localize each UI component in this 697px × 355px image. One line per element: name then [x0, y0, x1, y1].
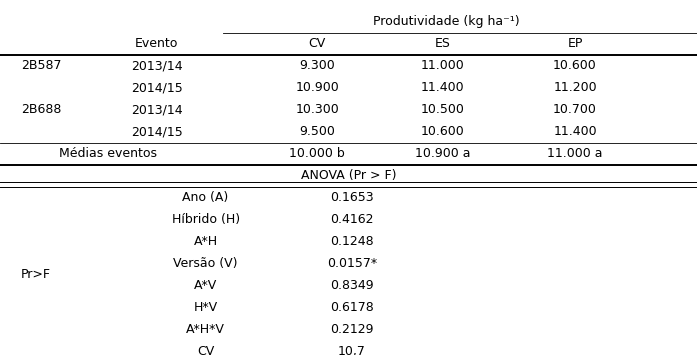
Text: 0.2129: 0.2129	[330, 323, 374, 336]
Text: Médias eventos: Médias eventos	[59, 147, 157, 160]
Text: 2B587: 2B587	[21, 59, 61, 72]
Text: 2014/15: 2014/15	[131, 125, 183, 138]
Text: 10.900: 10.900	[296, 81, 339, 94]
Text: 11.400: 11.400	[553, 125, 597, 138]
Text: 2014/15: 2014/15	[131, 81, 183, 94]
Text: ANOVA (Pr > F): ANOVA (Pr > F)	[300, 169, 397, 182]
Text: Ano (A): Ano (A)	[183, 191, 229, 204]
Text: 11.000 a: 11.000 a	[547, 147, 603, 160]
Text: EP: EP	[567, 37, 583, 50]
Text: Pr>F: Pr>F	[21, 268, 51, 281]
Text: 0.6178: 0.6178	[330, 301, 374, 314]
Text: Evento: Evento	[135, 37, 178, 50]
Text: A*H*V: A*H*V	[186, 323, 225, 336]
Text: H*V: H*V	[194, 301, 217, 314]
Text: 10.700: 10.700	[553, 103, 597, 116]
Text: 0.1653: 0.1653	[330, 191, 374, 204]
Text: 0.1248: 0.1248	[330, 235, 374, 248]
Text: 10,7: 10,7	[338, 345, 366, 355]
Text: 10.900 a: 10.900 a	[415, 147, 470, 160]
Text: A*H: A*H	[194, 235, 217, 248]
Text: CV: CV	[197, 345, 214, 355]
Text: Versão (V): Versão (V)	[174, 257, 238, 270]
Text: 0.4162: 0.4162	[330, 213, 374, 226]
Text: 0.0157*: 0.0157*	[327, 257, 377, 270]
Text: 10.000 b: 10.000 b	[289, 147, 345, 160]
Text: 0.8349: 0.8349	[330, 279, 374, 292]
Text: Produtividade (kg ha⁻¹): Produtividade (kg ha⁻¹)	[373, 15, 519, 28]
Text: CV: CV	[309, 37, 325, 50]
Text: 10.600: 10.600	[421, 125, 464, 138]
Text: Híbrido (H): Híbrido (H)	[171, 213, 240, 226]
Text: A*V: A*V	[194, 279, 217, 292]
Text: 10.500: 10.500	[421, 103, 464, 116]
Text: 9.500: 9.500	[299, 125, 335, 138]
Text: 11.000: 11.000	[421, 59, 464, 72]
Text: 11.400: 11.400	[421, 81, 464, 94]
Text: 11.200: 11.200	[553, 81, 597, 94]
Text: 2B688: 2B688	[21, 103, 61, 116]
Text: 10.600: 10.600	[553, 59, 597, 72]
Text: 10.300: 10.300	[296, 103, 339, 116]
Text: 2013/14: 2013/14	[131, 59, 183, 72]
Text: 9.300: 9.300	[299, 59, 335, 72]
Text: 2013/14: 2013/14	[131, 103, 183, 116]
Text: ES: ES	[435, 37, 450, 50]
